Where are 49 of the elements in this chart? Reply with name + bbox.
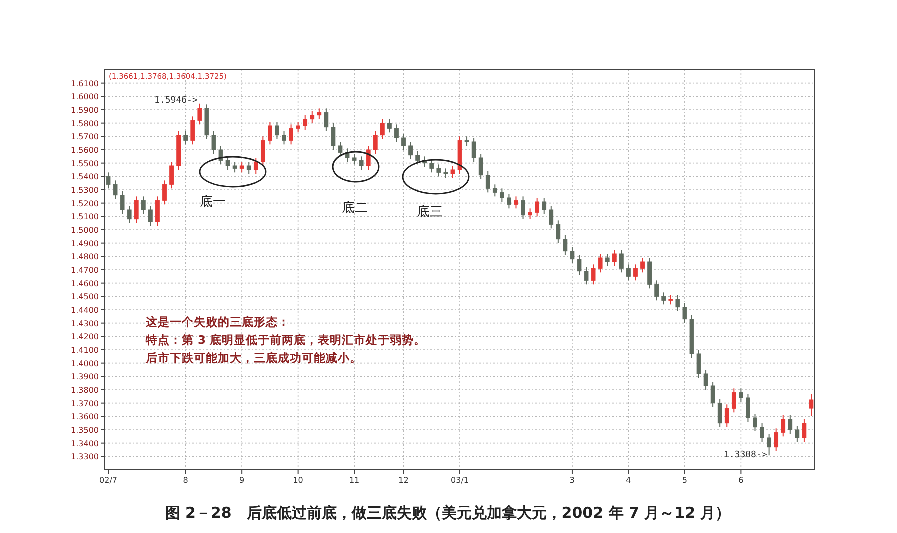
y-tick-label: 1.5100 bbox=[71, 212, 99, 222]
annotation: 1.5946-> bbox=[154, 96, 198, 106]
y-tick-label: 1.5200 bbox=[71, 199, 99, 208]
annotation: 1.3308-> bbox=[724, 450, 768, 461]
x-tick-label: 9 bbox=[240, 476, 245, 485]
y-tick-label: 1.4500 bbox=[71, 292, 99, 302]
y-tick-label: 1.4700 bbox=[71, 266, 99, 275]
x-tick-label: 03/1 bbox=[451, 476, 469, 485]
annotation: 底二 bbox=[342, 201, 368, 216]
y-tick-label: 1.4800 bbox=[71, 252, 99, 262]
text: 图 2－28 后底低过前底，做三底失败（美元兑加拿大元，2002 年 7 月～12 月） bbox=[165, 504, 731, 522]
x-tick-label: 3 bbox=[570, 476, 576, 485]
annotation: 特点：第 3 底明显低于前两底，表明汇市处于弱势。 bbox=[145, 333, 426, 347]
y-tick-label: 1.3300 bbox=[71, 452, 99, 462]
annotation: 底三 bbox=[417, 205, 443, 220]
annotation: 底一 bbox=[200, 195, 226, 210]
y-tick-label: 1.5500 bbox=[71, 159, 99, 168]
y-tick-label: 1.3900 bbox=[71, 372, 99, 382]
y-tick-label: 1.4100 bbox=[71, 346, 99, 355]
annotation: 这是一个失败的三底形态： bbox=[145, 315, 290, 329]
y-tick-label: 1.5400 bbox=[71, 172, 99, 182]
y-tick-label: 1.4900 bbox=[71, 239, 99, 248]
y-tick-label: 1.6100 bbox=[71, 79, 99, 88]
y-tick-label: 1.4200 bbox=[71, 332, 99, 342]
y-tick-label: 1.6000 bbox=[71, 92, 99, 102]
x-tick-label: 4 bbox=[626, 476, 632, 485]
y-tick-label: 1.4600 bbox=[71, 279, 99, 288]
y-tick-label: 1.4300 bbox=[71, 319, 99, 328]
y-tick-label: 1.3700 bbox=[71, 399, 99, 408]
x-tick-label: 10 bbox=[293, 476, 304, 485]
x-tick-label: 5 bbox=[682, 476, 688, 485]
x-tick-label: 8 bbox=[183, 476, 188, 485]
x-tick-label: 12 bbox=[398, 476, 409, 485]
y-tick-label: 1.5700 bbox=[71, 132, 99, 142]
y-tick-label: 1.5900 bbox=[71, 106, 99, 115]
y-tick-label: 1.4000 bbox=[71, 359, 99, 368]
y-tick-label: 1.4400 bbox=[71, 306, 99, 315]
x-tick-label: 02/7 bbox=[100, 476, 118, 485]
y-tick-label: 1.5000 bbox=[71, 226, 99, 235]
y-tick-label: 1.5800 bbox=[71, 119, 99, 128]
y-tick-label: 1.3600 bbox=[71, 412, 99, 422]
y-tick-label: 1.5300 bbox=[71, 186, 99, 195]
y-tick-label: 1.3500 bbox=[71, 426, 99, 435]
x-tick-label: 6 bbox=[738, 476, 744, 485]
y-tick-label: 1.3400 bbox=[71, 439, 99, 448]
y-tick-label: 1.3800 bbox=[71, 386, 99, 395]
x-tick-label: 11 bbox=[349, 476, 360, 485]
y-tick-label: 1.5600 bbox=[71, 146, 99, 155]
annotation: 后市下跌可能加大，三底成功可能减小。 bbox=[145, 351, 362, 365]
